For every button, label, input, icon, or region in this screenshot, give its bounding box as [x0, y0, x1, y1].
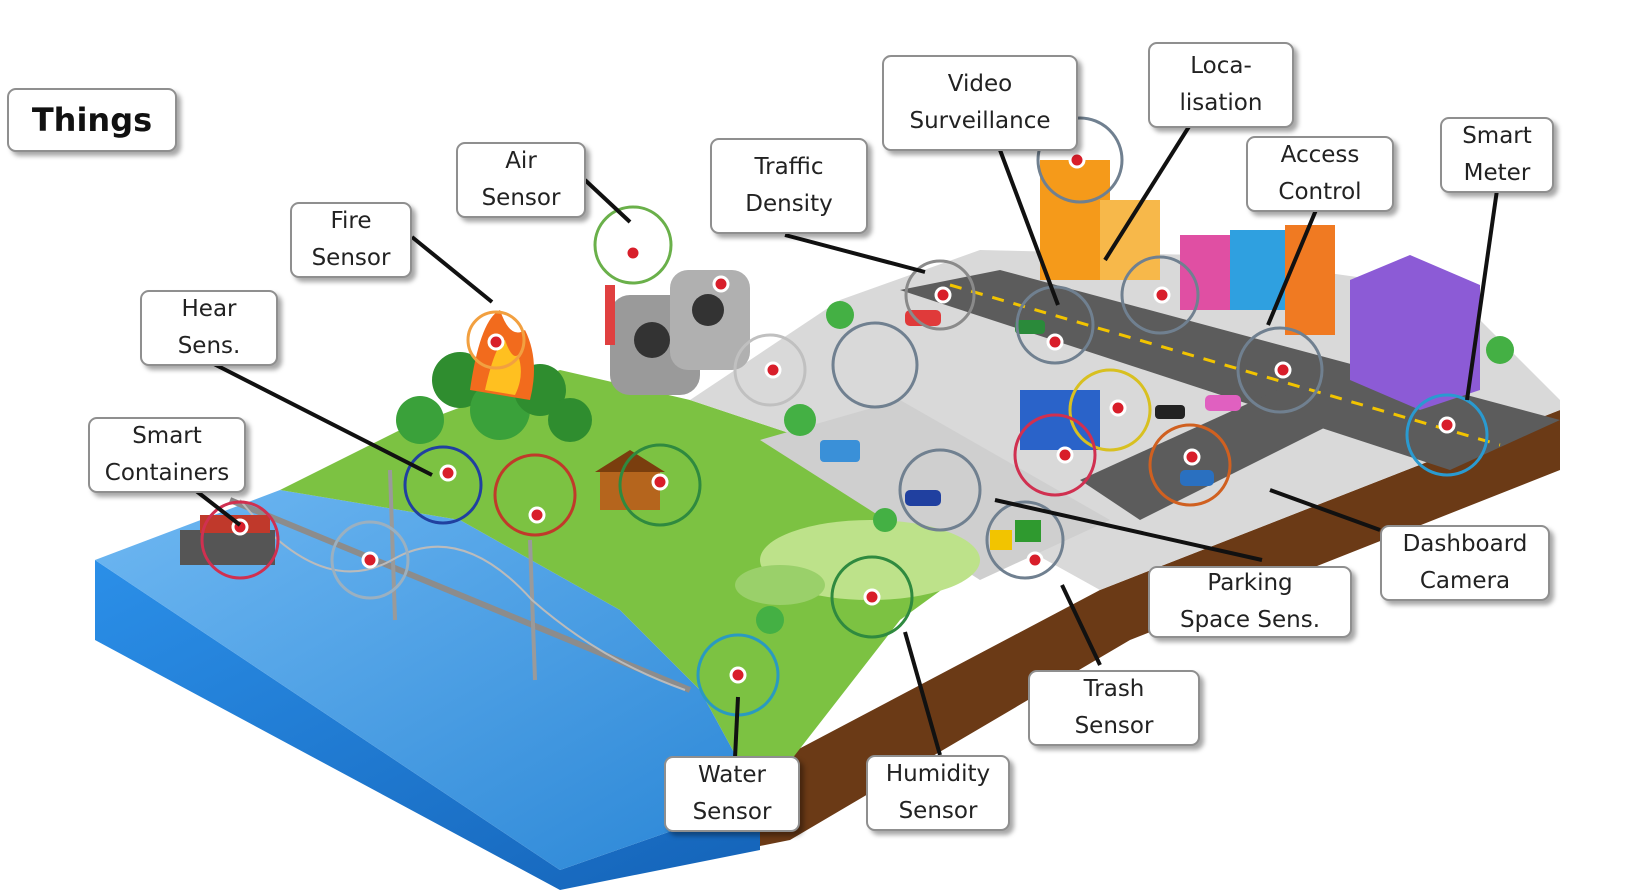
- pink-building: [1180, 235, 1235, 310]
- label-smart-containers: Smart Containers: [88, 417, 246, 493]
- sensor-ring-trash: [985, 500, 1065, 580]
- sensor-ring-bridge: [330, 520, 410, 600]
- sensor-ring-plaza: [1236, 326, 1324, 414]
- sensor-ring-smart-containers: [200, 500, 280, 580]
- trash-bin-green: [1015, 520, 1041, 542]
- car-police: [1155, 405, 1185, 419]
- water-surface: [95, 490, 760, 870]
- label-air-sensor: Air Sensor: [456, 142, 586, 218]
- sensor-ring-plant: [733, 333, 807, 407]
- label-hear-sensor: Hear Sens.: [140, 290, 278, 366]
- car-red: [905, 310, 941, 326]
- city-plaza: [690, 250, 1560, 590]
- car-dashboard: [1180, 470, 1214, 486]
- sensor-ring-fire: [466, 310, 526, 370]
- label-water-sensor: Water Sensor: [664, 756, 800, 832]
- sensor-ring-meter: [1405, 393, 1489, 477]
- road-cross: [1080, 380, 1360, 520]
- car-blue: [905, 490, 941, 506]
- sensor-ring-access: [1120, 255, 1200, 335]
- leader-lines: [193, 123, 1499, 759]
- sensor-ring-dashboard: [1148, 423, 1232, 507]
- sensor-ring-hear: [403, 445, 483, 525]
- label-humidity-sensor: Humidity Sensor: [866, 755, 1010, 831]
- sensor-ring-farm: [493, 453, 577, 537]
- sensor-ring-field: [618, 443, 702, 527]
- label-fire-sensor: Fire Sensor: [290, 202, 412, 278]
- sensor-ring-loc: [1036, 116, 1124, 204]
- label-traffic-density: Traffic Density: [710, 138, 868, 234]
- road-marking: [949, 283, 1501, 447]
- shop-kiosk: [1020, 390, 1100, 450]
- truck-blue: [820, 440, 860, 462]
- farm-house: [600, 470, 660, 510]
- sensor-ring-shop: [1013, 413, 1097, 497]
- sensor-ring-air: [593, 205, 673, 285]
- label-smart-meter: Smart Meter: [1440, 117, 1554, 193]
- car-green: [1015, 320, 1045, 334]
- purple-building: [1350, 255, 1480, 410]
- sensor-ring-kiosk: [1068, 368, 1152, 452]
- sensor-rings: [200, 116, 1489, 717]
- label-trash-sensor: Trash Sensor: [1028, 670, 1200, 746]
- blue-building: [1230, 230, 1285, 310]
- sensor-ring-traffic: [904, 259, 976, 331]
- sensor-ring-square: [831, 321, 919, 409]
- label-dashboard-camera: Dashboard Camera: [1380, 525, 1550, 601]
- label-parking-space-sensor: Parking Space Sens.: [1148, 566, 1352, 638]
- sensor-dots: [231, 151, 1456, 684]
- label-localisation: Loca- lisation: [1148, 42, 1294, 128]
- page-title: Things: [7, 88, 177, 152]
- orange-tower: [1040, 160, 1110, 280]
- sensor-ring-parking: [898, 448, 982, 532]
- sensor-ring-video: [1015, 285, 1095, 365]
- water-front-face: [95, 560, 760, 890]
- orange-column-building: [1285, 225, 1335, 335]
- label-access-control: Access Control: [1246, 136, 1394, 212]
- container-ship: [180, 530, 275, 565]
- sensor-ring-humidity: [830, 555, 914, 639]
- trash-bin-yellow: [990, 530, 1012, 550]
- car-pink: [1205, 395, 1241, 411]
- label-video-surveillance: Video Surveillance: [882, 55, 1078, 151]
